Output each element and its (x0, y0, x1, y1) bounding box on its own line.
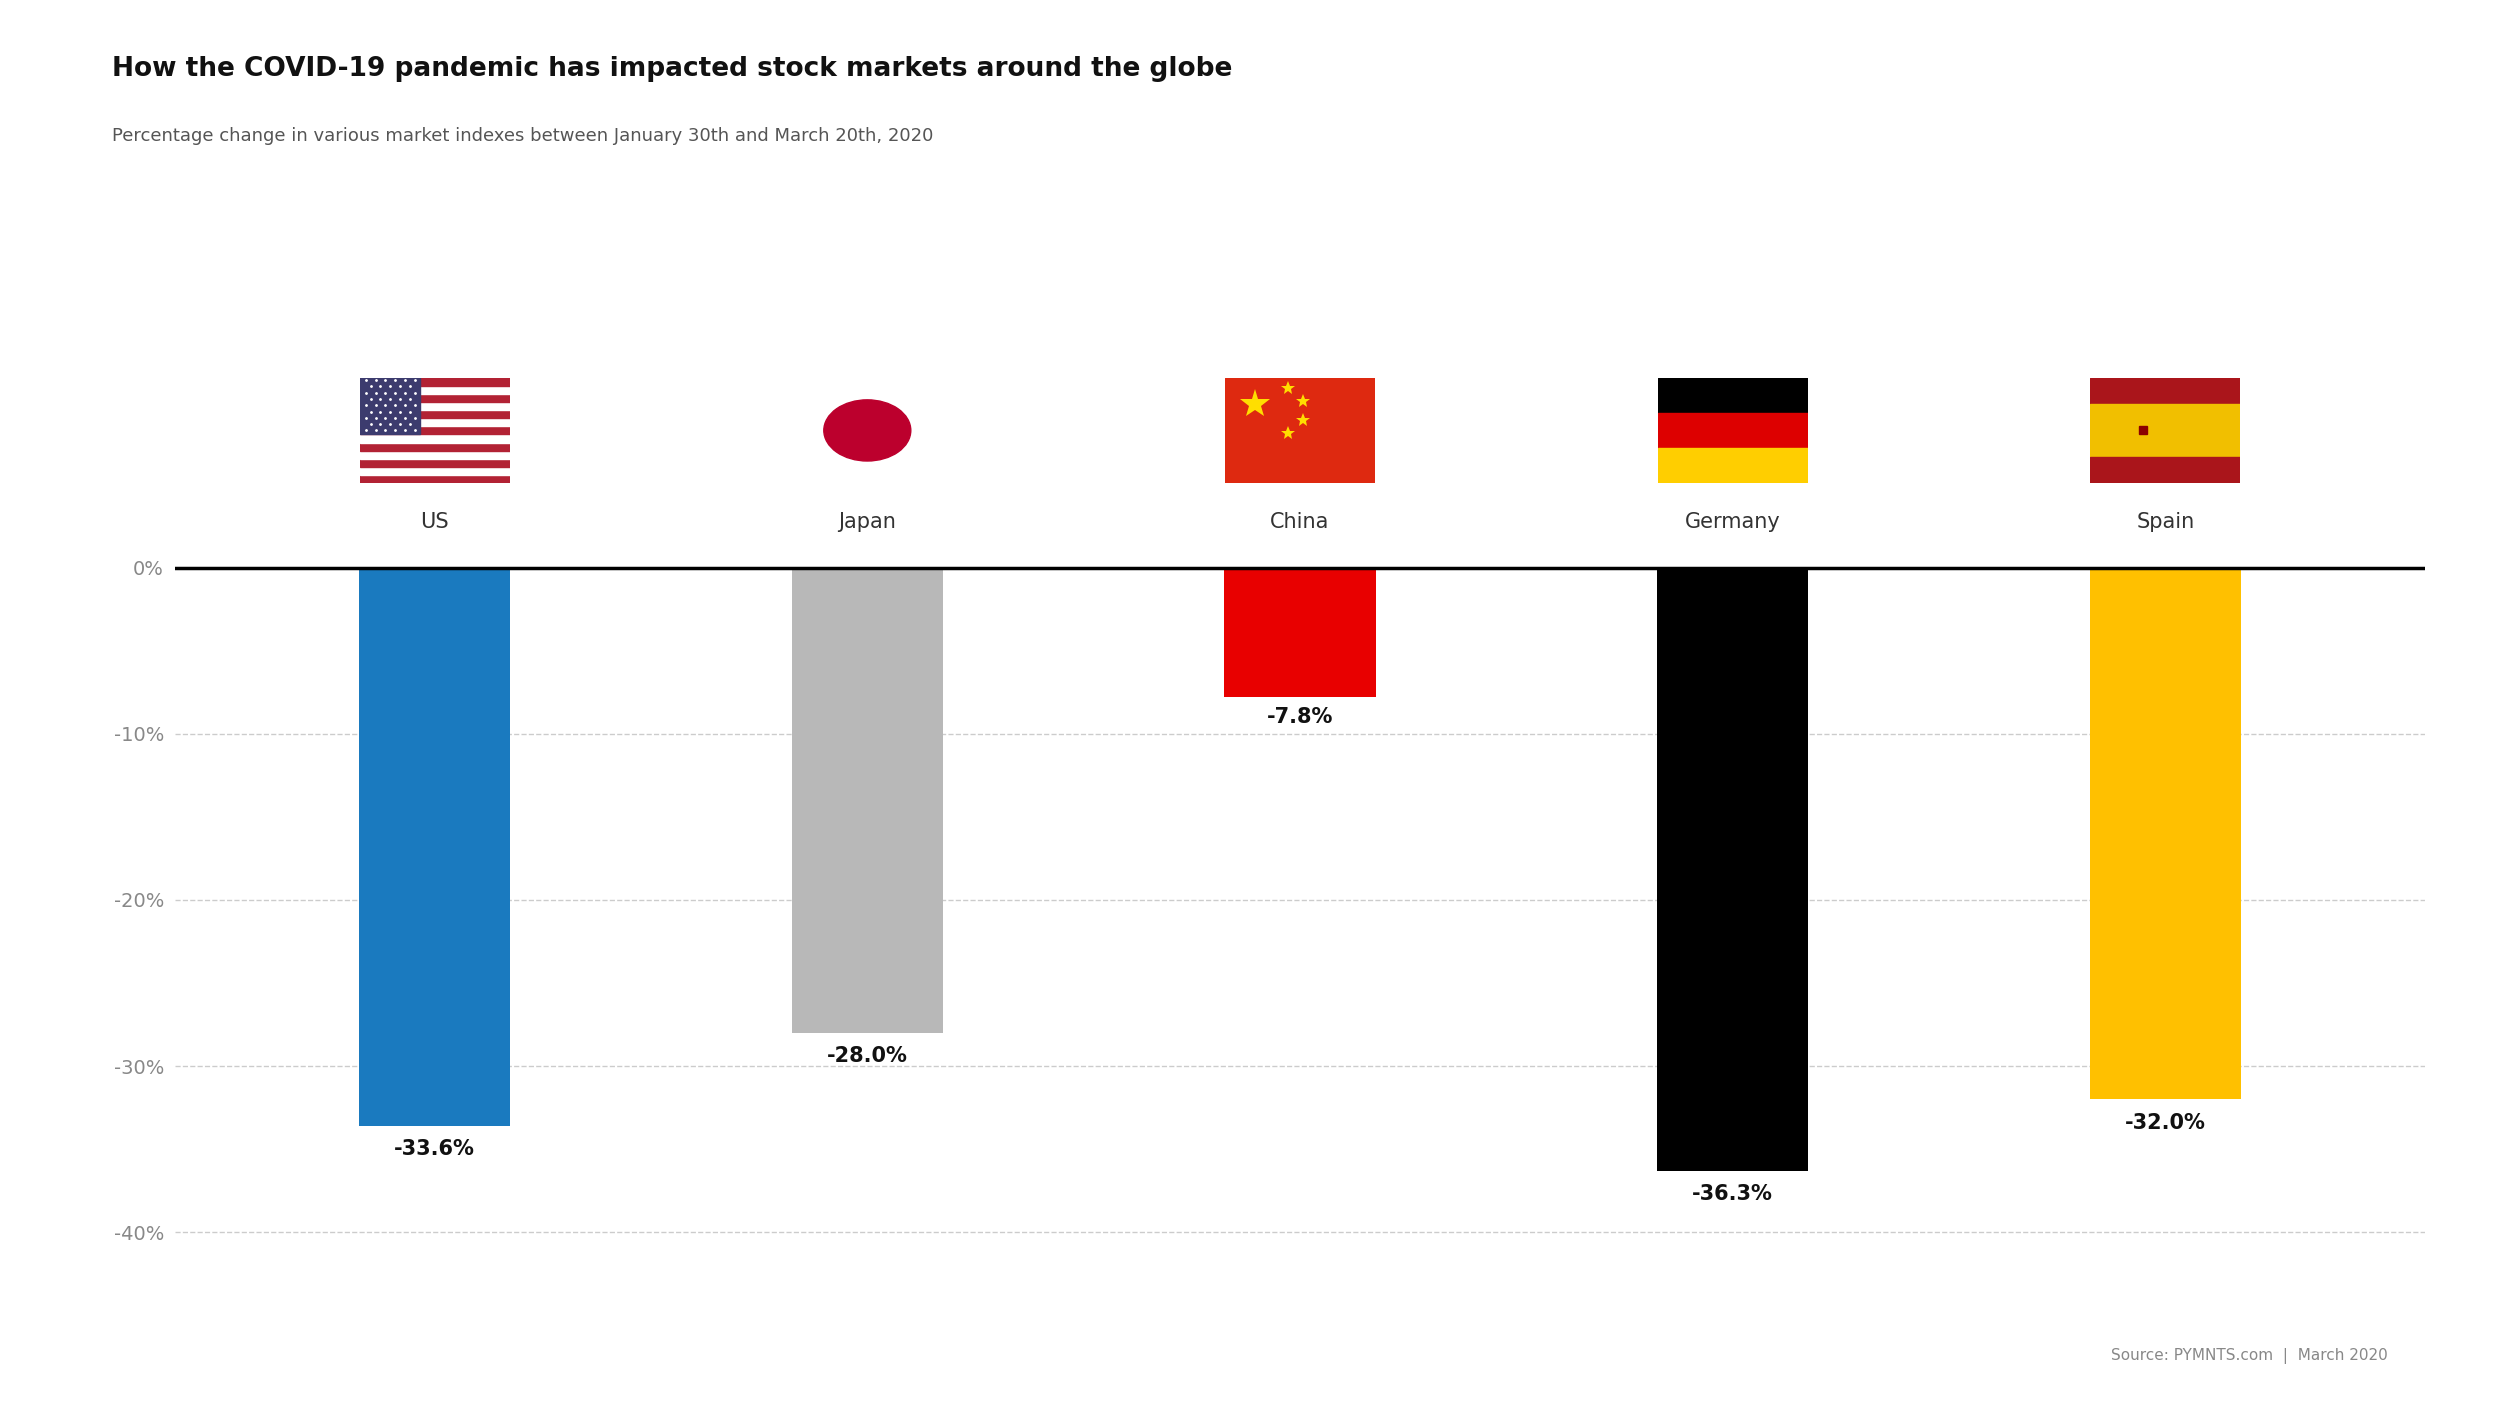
Text: Source: PYMNTS.com  |  March 2020: Source: PYMNTS.com | March 2020 (2110, 1348, 2388, 1364)
Bar (1658, 413, 1807, 449)
Circle shape (825, 399, 910, 461)
Text: Japan: Japan (838, 512, 895, 533)
Bar (1658, 568, 1807, 1171)
Bar (360, 411, 510, 418)
Bar (1658, 378, 1807, 413)
Text: Germany: Germany (1685, 512, 1780, 533)
Text: How the COVID-19 pandemic has impacted stock markets around the globe: How the COVID-19 pandemic has impacted s… (112, 56, 1232, 82)
Text: Spain: Spain (2138, 512, 2195, 533)
Bar (360, 418, 510, 426)
Text: -33.6%: -33.6% (395, 1139, 475, 1159)
Bar (360, 451, 510, 458)
Text: US: US (420, 512, 450, 533)
Bar (360, 402, 510, 411)
Bar (360, 443, 510, 451)
Text: -32.0%: -32.0% (2125, 1112, 2205, 1132)
Bar (360, 475, 510, 484)
Bar (360, 434, 510, 443)
Bar (2090, 378, 2240, 404)
Bar (2090, 568, 2240, 1099)
Text: Percentage change in various market indexes between January 30th and March 20th,: Percentage change in various market inde… (112, 127, 935, 145)
Bar (360, 378, 510, 385)
Bar (360, 378, 420, 434)
Bar (2090, 404, 2240, 457)
Bar (360, 458, 510, 467)
Bar (1225, 568, 1375, 697)
Text: -36.3%: -36.3% (1693, 1184, 1772, 1204)
Bar (792, 568, 942, 1033)
Bar (360, 426, 510, 434)
Text: -7.8%: -7.8% (1268, 707, 1332, 727)
Bar (360, 467, 510, 475)
Bar (360, 385, 510, 394)
Text: China: China (1270, 512, 1330, 533)
Bar (360, 394, 510, 402)
Bar (1658, 449, 1807, 484)
Bar (2090, 457, 2240, 484)
Text: -28.0%: -28.0% (828, 1046, 907, 1066)
Bar (360, 568, 510, 1126)
